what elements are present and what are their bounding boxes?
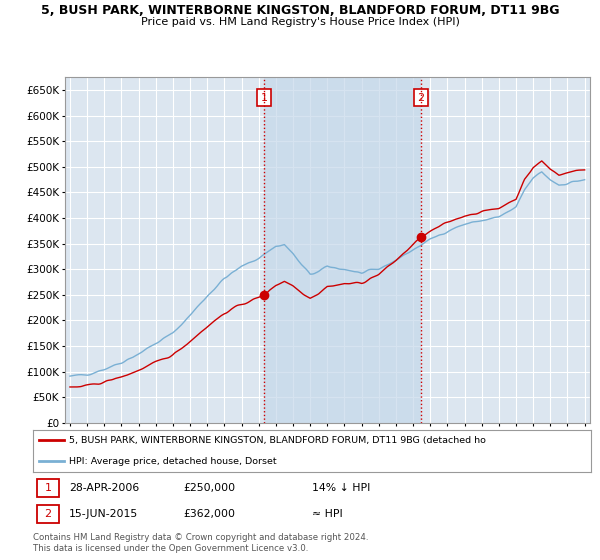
Text: HPI: Average price, detached house, Dorset: HPI: Average price, detached house, Dors… xyxy=(69,457,277,466)
Text: 14% ↓ HPI: 14% ↓ HPI xyxy=(312,483,370,493)
Text: 2: 2 xyxy=(44,509,52,519)
FancyBboxPatch shape xyxy=(37,505,59,523)
FancyBboxPatch shape xyxy=(37,479,59,497)
Text: 2: 2 xyxy=(417,93,424,102)
Text: 15-JUN-2015: 15-JUN-2015 xyxy=(69,509,139,519)
Text: 1: 1 xyxy=(260,93,268,102)
Text: Price paid vs. HM Land Registry's House Price Index (HPI): Price paid vs. HM Land Registry's House … xyxy=(140,17,460,27)
Text: 28-APR-2006: 28-APR-2006 xyxy=(69,483,140,493)
Text: £250,000: £250,000 xyxy=(184,483,236,493)
Text: Contains HM Land Registry data © Crown copyright and database right 2024.
This d: Contains HM Land Registry data © Crown c… xyxy=(33,533,368,553)
Bar xyxy=(264,77,421,423)
Text: 5, BUSH PARK, WINTERBORNE KINGSTON, BLANDFORD FORUM, DT11 9BG: 5, BUSH PARK, WINTERBORNE KINGSTON, BLAN… xyxy=(41,4,559,17)
Text: £362,000: £362,000 xyxy=(184,509,236,519)
Text: 5, BUSH PARK, WINTERBORNE KINGSTON, BLANDFORD FORUM, DT11 9BG (detached ho: 5, BUSH PARK, WINTERBORNE KINGSTON, BLAN… xyxy=(69,436,486,445)
Text: ≈ HPI: ≈ HPI xyxy=(312,509,343,519)
Text: 1: 1 xyxy=(44,483,52,493)
